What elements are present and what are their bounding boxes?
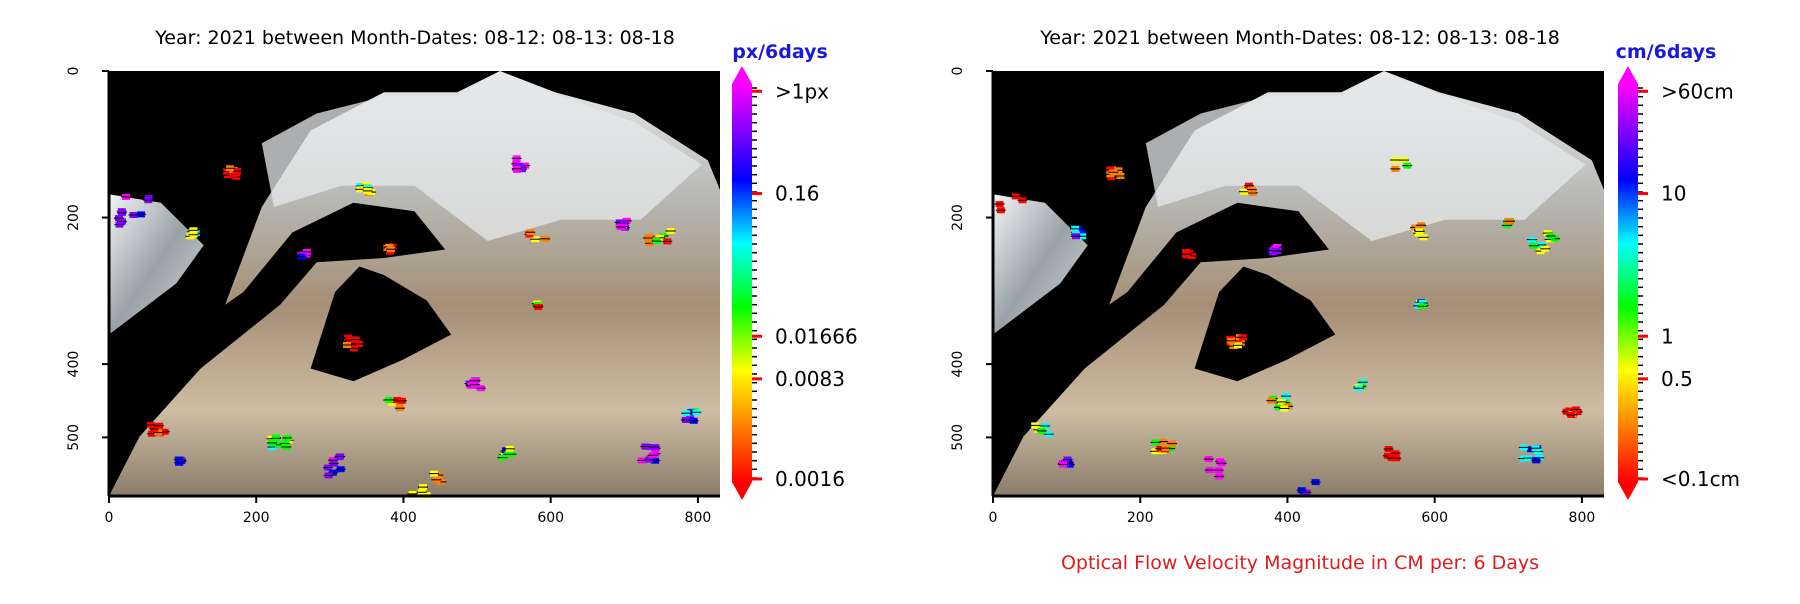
y-tick-label: 500 xyxy=(950,424,966,451)
terrain-left-fragment xyxy=(993,194,1088,335)
colorbar-tick-label: 10 xyxy=(1661,182,1686,206)
colorbar-tick-label: 0.0083 xyxy=(775,367,845,391)
x-tick-label: 600 xyxy=(537,510,564,526)
colorbar-gradient xyxy=(732,84,752,482)
colorbar-tick-label: 0.16 xyxy=(775,182,820,206)
y-tick-label: 200 xyxy=(950,204,966,231)
terrain-snow-ridge xyxy=(1145,75,1586,241)
x-tick-label: 200 xyxy=(1127,510,1154,526)
y-tick-label: 400 xyxy=(950,351,966,378)
terrain-left-fragment xyxy=(109,194,204,335)
colorbar-extend-min xyxy=(1618,482,1638,500)
y-tick-label: 500 xyxy=(66,424,82,451)
y-tick-label: 200 xyxy=(66,204,82,231)
panel-1: Year: 2021 between Month-Dates: 08-12: 0… xyxy=(66,27,858,526)
chart-title: Year: 2021 between Month-Dates: 08-12: 0… xyxy=(1039,27,1560,49)
terrain-shadow-gap xyxy=(310,266,452,382)
x-tick-label: 0 xyxy=(989,510,998,526)
colorbar-unit-label: cm/6days xyxy=(1616,41,1717,63)
colorbar-unit-label: px/6days xyxy=(732,41,828,63)
colorbar-tick-label: 1 xyxy=(1661,324,1674,348)
colorbar-tick-label: >1px xyxy=(775,79,829,103)
panel-2: Year: 2021 between Month-Dates: 08-12: 0… xyxy=(950,27,1740,574)
figure-caption: Optical Flow Velocity Magnitude in CM pe… xyxy=(1061,552,1539,574)
terrain-snow-ridge xyxy=(261,75,702,241)
colorbar-extend-max xyxy=(732,66,752,84)
x-tick-label: 800 xyxy=(1569,510,1596,526)
colorbar-tick-label: 0.01666 xyxy=(775,324,858,348)
colorbar-extend-min xyxy=(732,482,752,500)
colorbar: cm/6days >60cm 10 1 0.5 <0.1cm xyxy=(1616,41,1740,500)
x-tick-label: 400 xyxy=(390,510,417,526)
colorbar-extend-max xyxy=(1618,66,1638,84)
y-tick-label: 0 xyxy=(66,67,82,76)
y-tick-label: 0 xyxy=(950,67,966,76)
chart-title: Year: 2021 between Month-Dates: 08-12: 0… xyxy=(154,27,675,49)
x-tick-label: 400 xyxy=(1274,510,1301,526)
x-tick-label: 600 xyxy=(1421,510,1448,526)
terrain-shadow-gap xyxy=(1194,266,1336,382)
x-tick-label: 200 xyxy=(243,510,270,526)
colorbar-tick-label: 0.5 xyxy=(1661,367,1693,391)
x-tick-label: 0 xyxy=(105,510,114,526)
colorbar-tick-label: <0.1cm xyxy=(1661,467,1740,491)
colorbar-gradient xyxy=(1618,84,1638,482)
y-tick-label: 400 xyxy=(66,351,82,378)
colorbar-tick-label: 0.0016 xyxy=(775,467,845,491)
colorbar: px/6days >1px 0.16 0.01666 0.0083 0.0016 xyxy=(732,41,858,500)
colorbar-tick-label: >60cm xyxy=(1661,79,1734,103)
x-tick-label: 800 xyxy=(685,510,712,526)
